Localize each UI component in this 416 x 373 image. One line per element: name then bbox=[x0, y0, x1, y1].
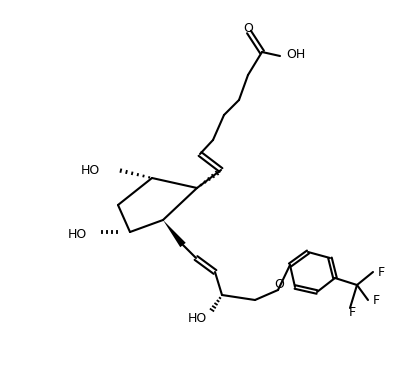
Text: OH: OH bbox=[286, 48, 305, 62]
Text: F: F bbox=[373, 294, 380, 307]
Text: F: F bbox=[349, 307, 356, 320]
Text: HO: HO bbox=[81, 164, 100, 178]
Text: O: O bbox=[274, 279, 284, 292]
Text: O: O bbox=[243, 22, 253, 35]
Text: F: F bbox=[378, 266, 385, 279]
Text: HO: HO bbox=[68, 228, 87, 241]
Polygon shape bbox=[163, 220, 186, 247]
Text: HO: HO bbox=[188, 313, 207, 326]
